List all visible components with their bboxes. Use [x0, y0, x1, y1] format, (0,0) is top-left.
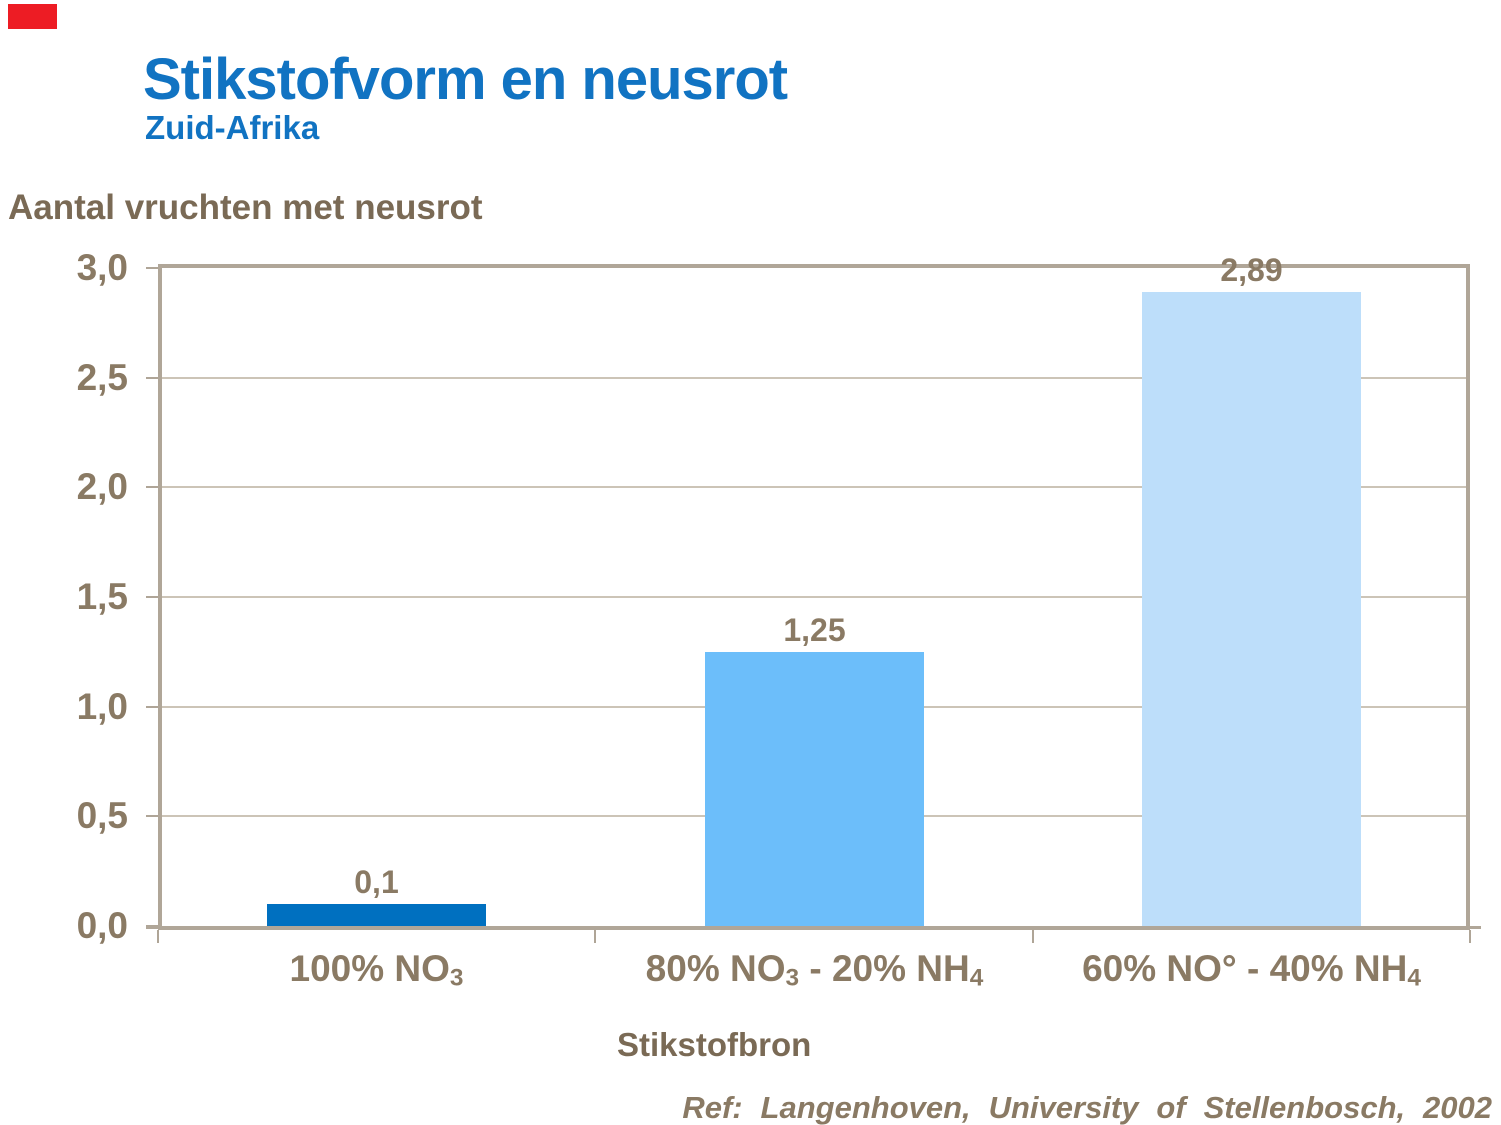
y-axis-tick [146, 706, 158, 708]
gridline [162, 596, 1466, 598]
y-axis-tick-label: 2,5 [76, 357, 128, 398]
subscript: 3 [785, 964, 800, 992]
x-axis-tick [1032, 930, 1034, 943]
x-axis-title: Stikstofbron [617, 1026, 812, 1063]
reference-text: Ref: Langenhoven, University of Stellenb… [682, 1090, 1492, 1125]
gridline [162, 486, 1466, 488]
y-axis-tick-label: 2,0 [76, 466, 128, 507]
bar-value-label: 1,25 [783, 612, 846, 648]
y-axis-tick [146, 377, 158, 379]
bar [267, 904, 486, 926]
subscript: 4 [969, 964, 984, 992]
y-axis-tick-label: 0,5 [76, 795, 128, 836]
x-axis-tick [1469, 930, 1471, 943]
page-subtitle: Zuid-Afrika [145, 109, 320, 146]
y-axis-tick-label: 3,0 [76, 247, 128, 288]
bar [705, 652, 924, 926]
gridline [162, 377, 1466, 379]
baseline-right-stub [1470, 926, 1481, 929]
bar-value-label: 2,89 [1220, 252, 1283, 288]
bar-value-label: 0,1 [354, 864, 399, 900]
y-axis-tick [146, 486, 158, 488]
y-axis-tick [146, 596, 158, 598]
y-axis-tick-label: 0,0 [76, 905, 128, 946]
y-axis-tick [146, 815, 158, 817]
red-accent-marker [8, 4, 57, 29]
category-label: 80% NO3 - 20% NH4 [645, 948, 984, 992]
y-axis-tick [146, 267, 158, 269]
x-axis-tick [594, 930, 596, 943]
category-label: 60% NO° - 40% NH4 [1082, 948, 1421, 992]
subscript: 4 [1407, 964, 1421, 992]
page-title: Stikstofvorm en neusrot [143, 47, 788, 112]
bar [1142, 292, 1361, 926]
y-axis-tick-label: 1,5 [76, 576, 128, 617]
x-axis-tick [157, 930, 159, 943]
plot-area [158, 264, 1470, 930]
baseline-left-stub [146, 926, 158, 929]
y-axis-tick-label: 1,0 [76, 686, 128, 727]
value-axis-title: Aantal vruchten met neusrot [8, 188, 483, 227]
category-label: 100% NO3 [289, 948, 464, 992]
subscript: 3 [449, 964, 464, 992]
